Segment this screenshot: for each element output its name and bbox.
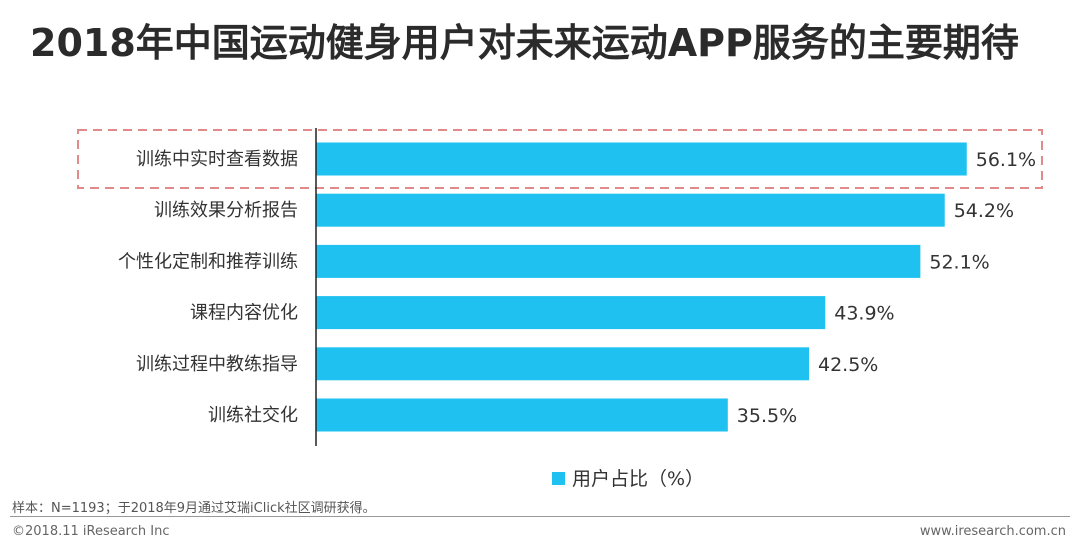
bar-4 [316,296,826,330]
legend-label: 用户占比（%） [572,468,704,490]
category-label: 训练效果分析报告 [154,200,298,221]
legend-swatch [552,472,565,485]
bar-6 [316,398,728,432]
sample-footnote: 样本：N=1193；于2018年9月通过艾瑞iClick社区调研获得。 [12,501,376,516]
category-label: 课程内容优化 [190,303,298,324]
value-label: 52.1% [929,251,989,273]
value-label: 56.1% [976,149,1036,171]
footer-divider [10,516,1070,517]
bar-2 [316,193,945,227]
bar-chart: 训练中实时查看数据 56.1% 训练效果分析报告 54.2% 个性化定制和推荐训练 52.… [77,128,1043,490]
category-label: 个性化定制和推荐训练 [118,251,298,272]
value-label: 43.9% [834,303,894,325]
bar-3 [316,244,921,278]
bar-5 [316,347,809,381]
value-label: 42.5% [818,354,878,376]
value-label: 54.2% [954,200,1014,222]
value-label: 35.5% [737,405,797,427]
copyright-text: ©2018.11 iResearch Inc [12,524,170,539]
chart-title: 2018年中国运动健身用户对未来运动APP服务的主要期待 [30,21,1019,65]
highlight-box [77,129,1043,189]
category-label: 训练中实时查看数据 [136,149,298,170]
bar-1 [316,142,967,176]
category-label: 训练过程中教练指导 [136,354,298,375]
category-label: 训练社交化 [208,405,298,426]
website-text: www.iresearch.com.cn [919,524,1066,539]
